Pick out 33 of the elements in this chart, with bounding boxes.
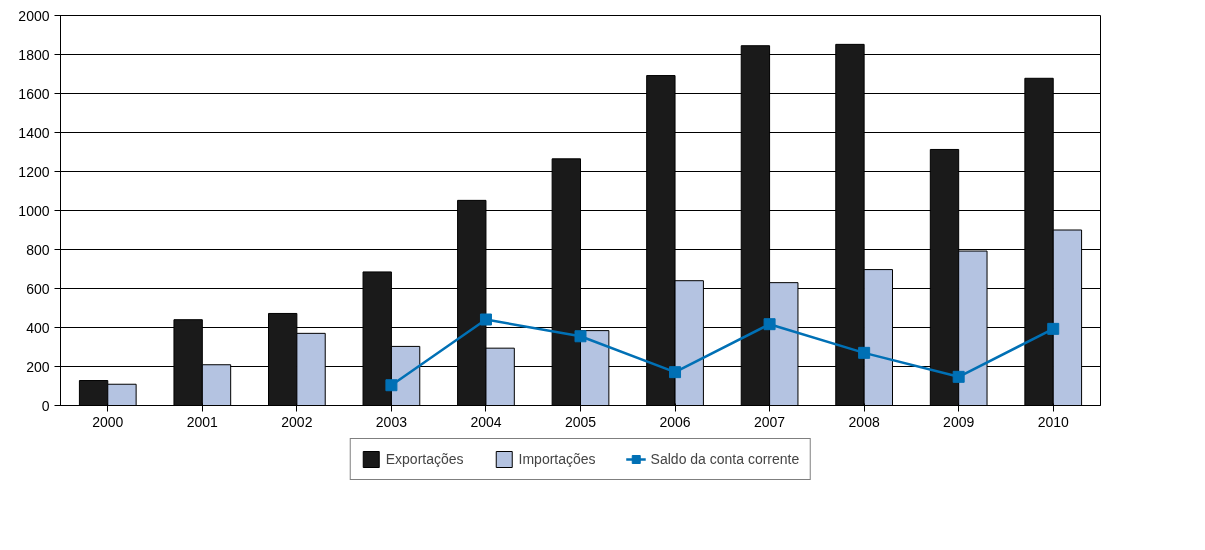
- legend-label: Saldo da conta corrente: [650, 451, 800, 467]
- x-tick-label: 2002: [281, 413, 313, 430]
- y-tick-label: 400: [26, 319, 50, 336]
- x-tick-label: 2009: [943, 413, 975, 430]
- x-tick-label: 2007: [754, 413, 786, 430]
- x-tick-label: 2003: [375, 413, 408, 430]
- point: [763, 318, 776, 331]
- point: [669, 366, 682, 379]
- x-tick-label: 2000: [92, 413, 124, 430]
- y-tick-label: 1800: [18, 46, 50, 63]
- y-tick-label: 2000: [18, 7, 50, 24]
- y-tick-label: 1600: [18, 85, 50, 102]
- point: [385, 379, 398, 392]
- x-tick-label: 2010: [1037, 413, 1070, 430]
- legend-label: Importações: [518, 451, 596, 467]
- y-tick-label: 0: [41, 397, 50, 414]
- y-tick-label: 1200: [18, 163, 50, 180]
- x-tick-label: 2004: [470, 413, 502, 430]
- x-tick-label: 2008: [848, 413, 880, 430]
- y-tick-label: 800: [26, 241, 50, 258]
- x-tick-label: 2001: [186, 413, 219, 430]
- x-tick-label: 2005: [564, 413, 597, 430]
- point: [858, 346, 871, 359]
- legend-label: Exportações: [385, 451, 464, 467]
- point: [952, 370, 965, 383]
- point: [574, 330, 587, 343]
- x-tick-label: 2006: [659, 413, 691, 430]
- point: [479, 313, 492, 326]
- y-tick-label: 1400: [18, 124, 50, 141]
- y-tick-label: 1000: [18, 202, 50, 219]
- y-tick-label: 200: [26, 358, 50, 375]
- y-tick-label: 600: [26, 280, 50, 297]
- point: [1047, 322, 1060, 335]
